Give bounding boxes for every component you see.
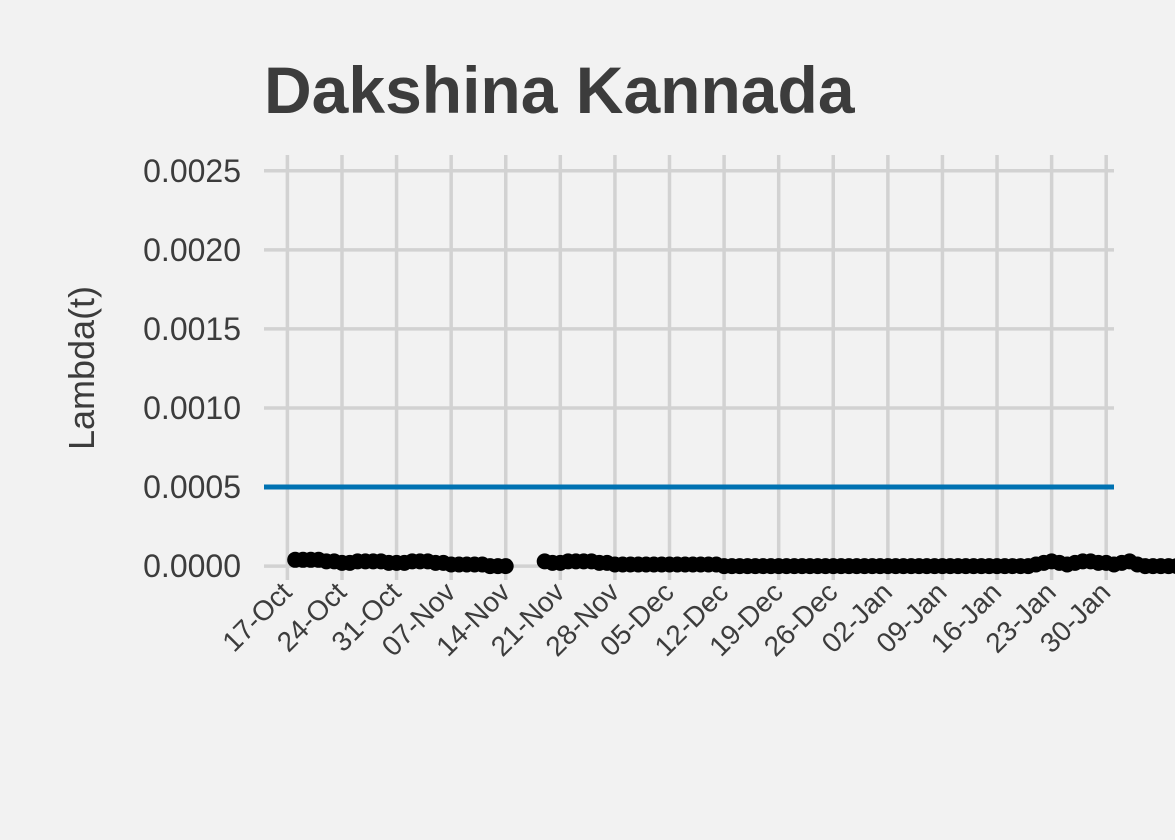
- series-group: [287, 551, 1175, 575]
- chart-title: Dakshina Kannada: [264, 53, 856, 127]
- y-tick-labels: 0.0000 0.0005 0.0010 0.0015 0.0020 0.0025: [143, 153, 241, 584]
- y-tick-label: 0.0020: [143, 232, 241, 268]
- y-tick-label: 0.0015: [143, 311, 241, 347]
- y-tick-label: 0.0005: [143, 469, 241, 505]
- data-point: [1168, 558, 1175, 574]
- y-axis-label: Lambda(t): [61, 286, 102, 450]
- x-gridlines: [285, 155, 1108, 580]
- data-point: [497, 558, 514, 575]
- y-tick-label: 0.0010: [143, 390, 241, 426]
- y-tick-label: 0.0025: [143, 153, 241, 189]
- y-tick-label: 0.0000: [143, 548, 241, 584]
